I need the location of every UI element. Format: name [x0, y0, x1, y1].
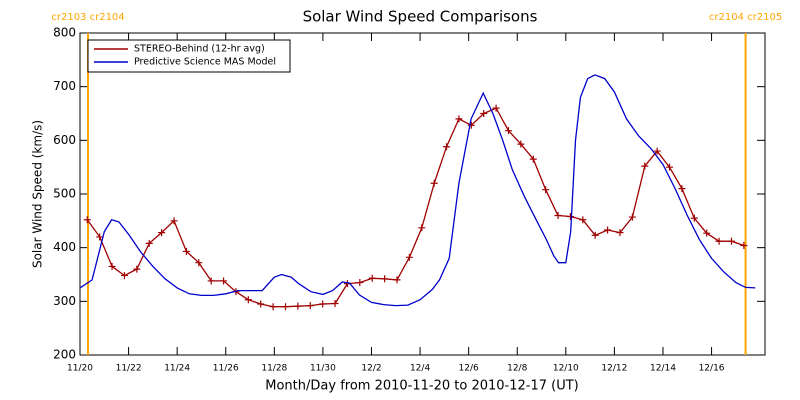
point-marker — [96, 233, 104, 241]
point-marker — [294, 302, 302, 310]
point-marker — [467, 121, 475, 129]
point-marker — [628, 213, 636, 221]
point-marker — [120, 272, 128, 280]
x-tick-label: 12/12 — [601, 364, 627, 374]
legend: STEREO-Behind (12-hr avg) Predictive Scie… — [87, 39, 291, 73]
point-marker — [195, 259, 203, 267]
point-marker — [331, 299, 339, 307]
legend-label: Predictive Science MAS Model — [134, 57, 276, 68]
point-marker — [220, 277, 228, 285]
series-line — [79, 74, 756, 307]
point-marker — [306, 302, 314, 310]
point-marker — [554, 211, 562, 219]
point-marker — [492, 104, 500, 112]
point-marker — [690, 214, 698, 222]
point-marker — [703, 229, 711, 237]
point-marker — [517, 140, 525, 148]
point-marker — [83, 216, 91, 224]
x-tick-label: 11/20 — [67, 364, 93, 374]
point-marker — [269, 303, 277, 311]
x-tick-label: 12/14 — [650, 364, 676, 374]
point-marker — [418, 224, 426, 232]
point-marker — [616, 229, 624, 237]
point-marker — [244, 296, 252, 304]
carrington-label: cr2104 cr2105 — [709, 12, 782, 23]
point-marker — [653, 147, 661, 155]
point-marker — [727, 237, 735, 245]
point-marker — [158, 229, 166, 237]
x-tick-label: 12/2 — [361, 364, 381, 374]
point-marker — [604, 226, 612, 234]
point-marker — [182, 247, 190, 255]
point-marker — [430, 179, 438, 187]
series-line — [86, 107, 745, 308]
point-marker — [529, 155, 537, 163]
point-marker — [504, 127, 512, 135]
chart-title: Solar Wind Speed Comparisons — [303, 8, 538, 26]
x-tick-label: 11/28 — [261, 364, 287, 374]
point-marker — [145, 239, 153, 247]
point-marker — [455, 115, 463, 123]
point-marker — [282, 303, 289, 311]
point-marker — [405, 253, 413, 261]
x-tick-label: 12/8 — [507, 364, 527, 374]
point-marker — [381, 275, 389, 283]
y-tick-label: 700 — [53, 79, 76, 93]
y-axis-label: Solar Wind Speed (km/s) — [31, 120, 45, 268]
point-marker — [740, 242, 748, 250]
x-axis-label: Month/Day from 2010-11-20 to 2010-12-17 … — [265, 379, 578, 394]
point-marker — [108, 262, 116, 270]
y-tick-label: 800 — [53, 26, 76, 40]
point-marker — [641, 162, 649, 170]
y-tick-label: 400 — [53, 240, 76, 254]
point-marker — [368, 274, 376, 282]
x-tick-label: 11/24 — [164, 364, 190, 374]
point-marker — [480, 110, 488, 117]
y-tick-label: 200 — [53, 348, 76, 362]
point-marker — [319, 300, 327, 308]
x-tick-label: 12/6 — [459, 364, 479, 374]
point-marker — [678, 185, 686, 193]
point-marker — [591, 231, 599, 239]
point-marker — [257, 300, 265, 308]
x-tick-label: 12/10 — [553, 364, 579, 374]
point-marker — [542, 186, 550, 194]
y-tick-label: 500 — [53, 187, 76, 201]
point-marker — [356, 279, 364, 287]
x-tick-label: 11/22 — [116, 364, 142, 374]
point-marker — [170, 217, 178, 225]
x-tick-label: 12/16 — [699, 364, 725, 374]
legend-box — [87, 39, 291, 73]
point-marker — [715, 237, 723, 245]
point-marker — [566, 213, 574, 221]
point-marker — [443, 143, 451, 151]
point-marker — [579, 216, 587, 224]
point-marker — [666, 163, 674, 171]
x-tick-label: 11/26 — [213, 364, 239, 374]
carrington-label: cr2103 cr2104 — [51, 12, 124, 23]
point-marker — [207, 277, 215, 285]
y-tick-label: 300 — [53, 294, 76, 308]
point-marker — [133, 265, 141, 273]
y-tick-label: 600 — [53, 133, 76, 147]
legend-label: STEREO-Behind (12-hr avg) — [134, 44, 265, 55]
x-tick-label: 11/30 — [310, 364, 336, 374]
x-tick-label: 12/4 — [410, 364, 430, 374]
point-marker — [393, 276, 401, 284]
